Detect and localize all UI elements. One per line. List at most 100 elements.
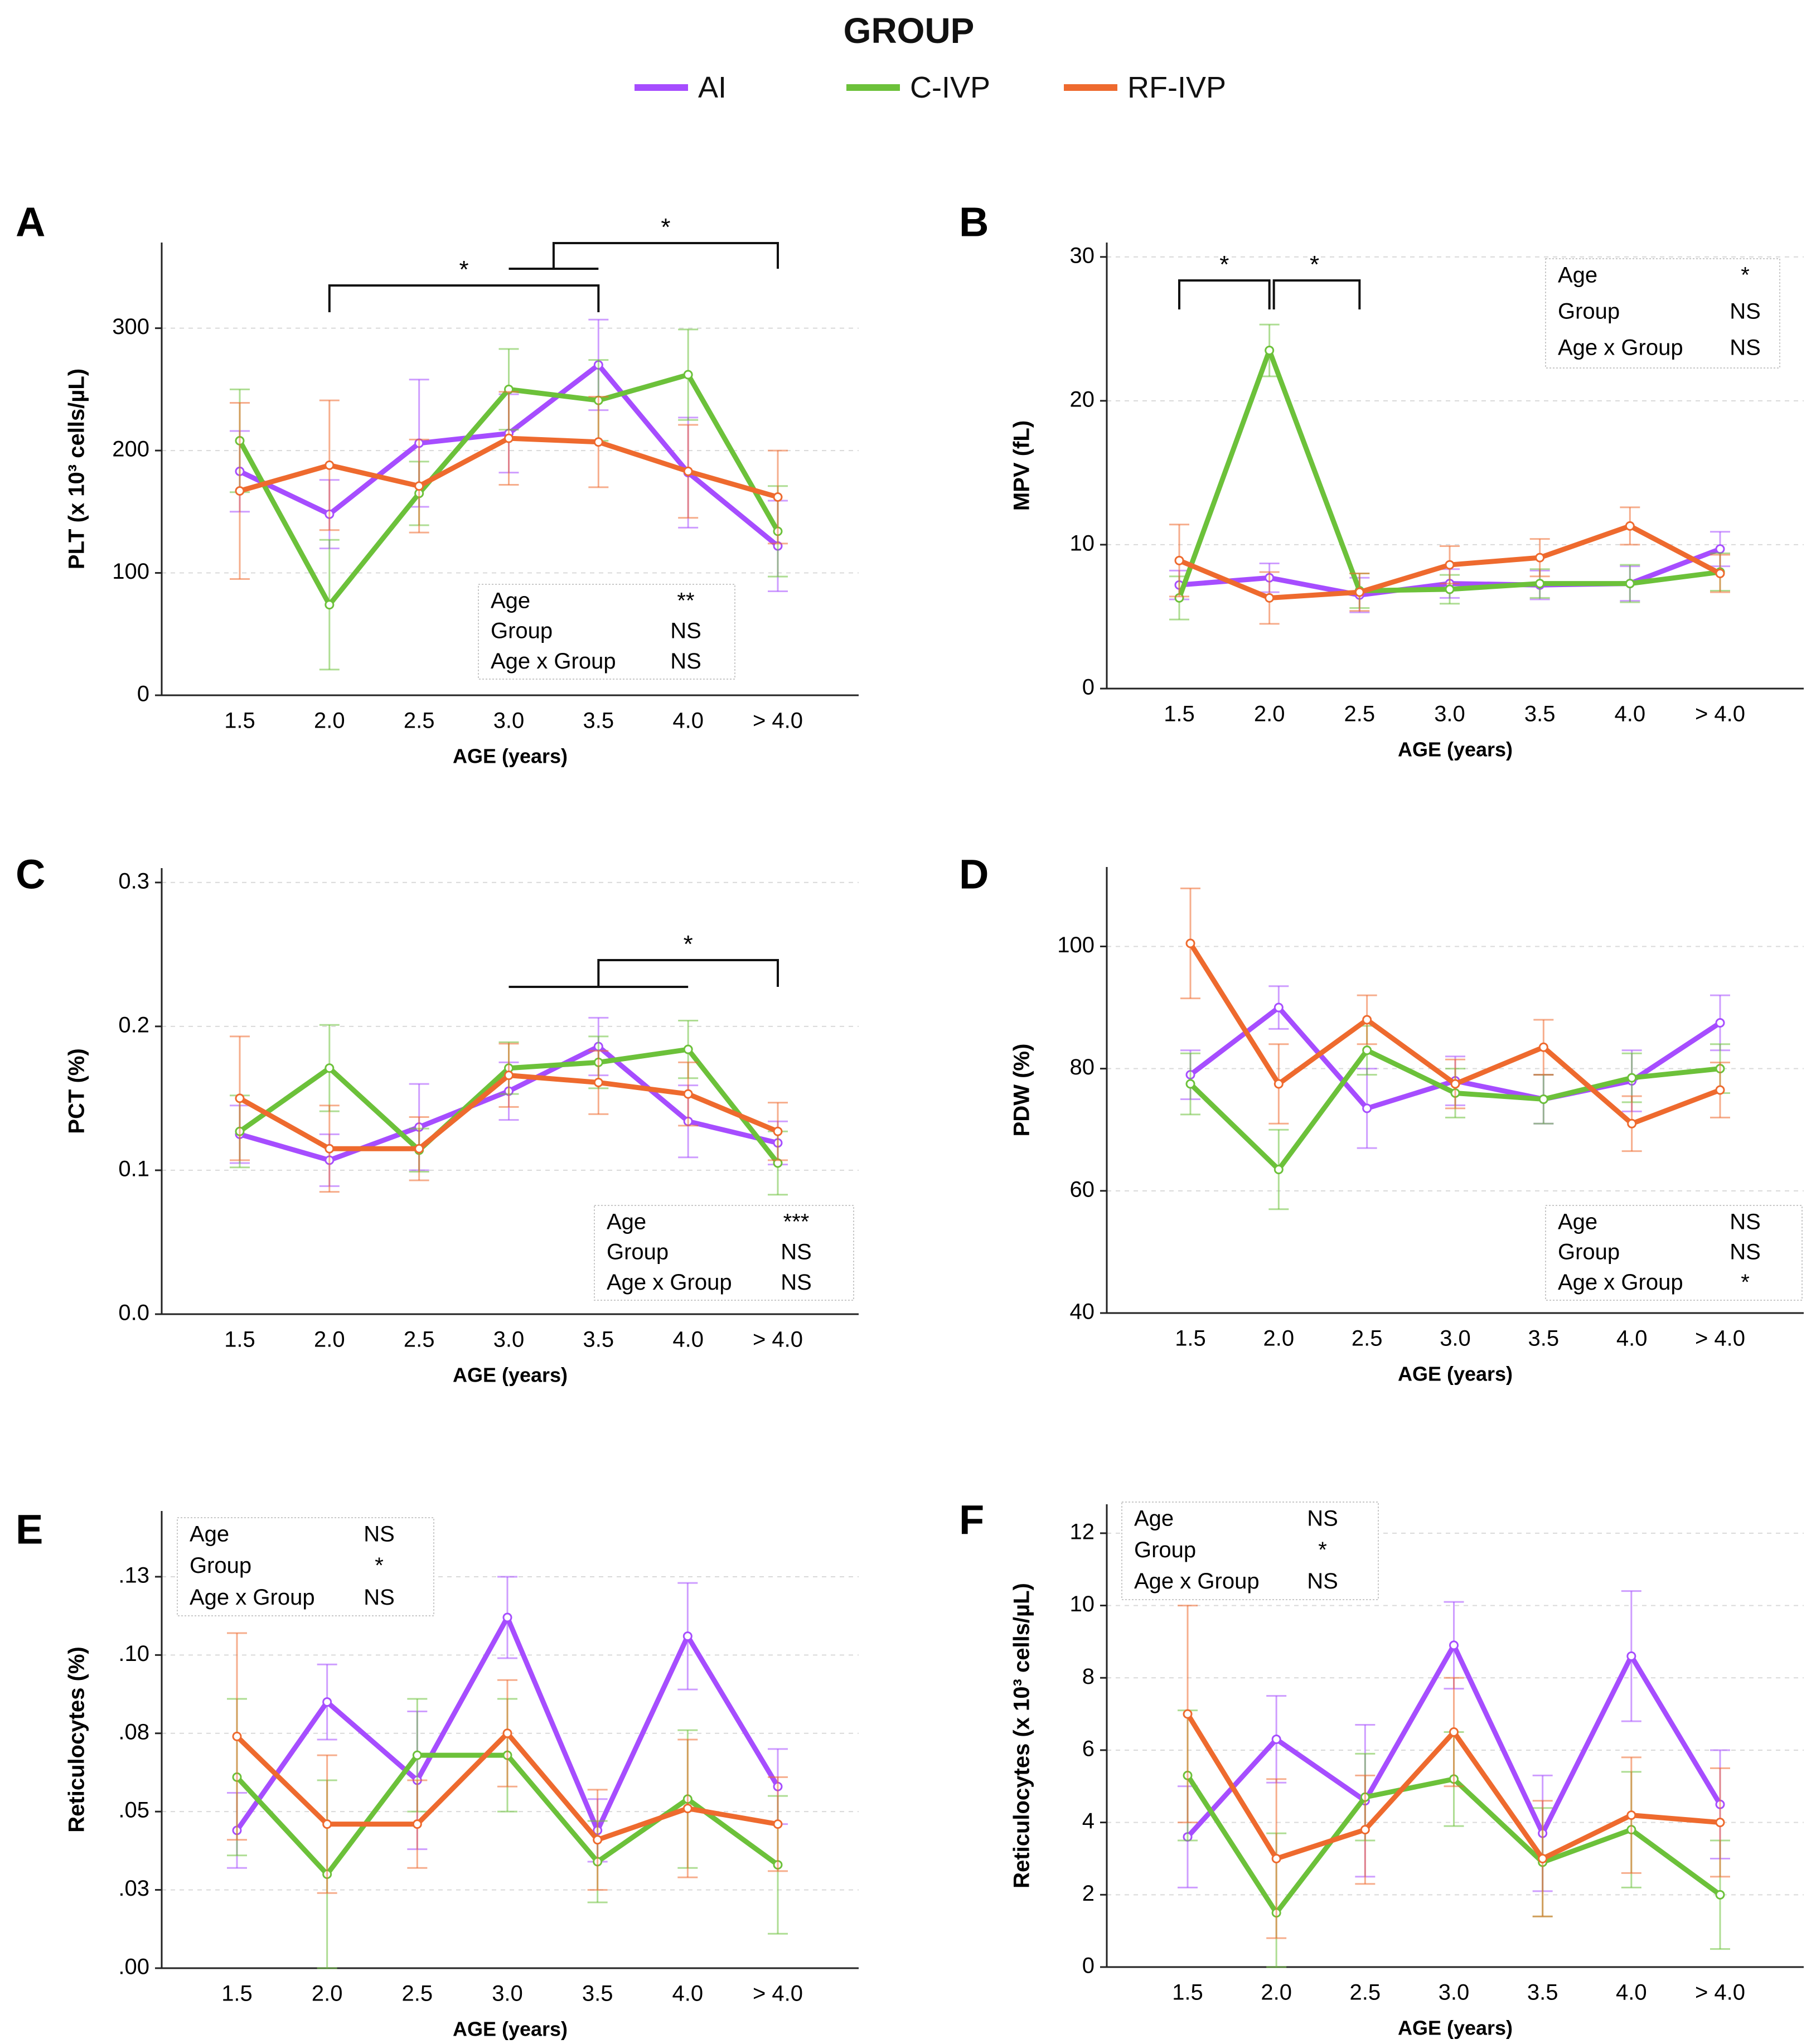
series-rf-ivp (230, 391, 788, 580)
stats-label: Age (491, 589, 530, 613)
y-tick-label: 40 (1070, 1300, 1095, 1324)
x-tick-label: 4.0 (1616, 1980, 1647, 2005)
stats-box: Age NS Group * Age x Group NS (1121, 1501, 1379, 1600)
data-point (773, 492, 783, 502)
x-tick-label: 4.0 (672, 709, 704, 733)
stats-label: Group (1134, 1538, 1196, 1562)
legend-title: GROUP (843, 11, 975, 51)
data-point (325, 460, 335, 470)
data-point (1271, 1734, 1281, 1744)
x-tick-label: 3.5 (582, 1982, 613, 2006)
stats-label: Age x Group (190, 1585, 315, 1610)
x-tick-label: 2.5 (1350, 1980, 1381, 2005)
data-point (1273, 1079, 1284, 1089)
panel-label-e: E (16, 1507, 43, 1553)
data-point (683, 1089, 693, 1099)
legend-label-rf-ivp: RF-IVP (1127, 71, 1227, 104)
data-point (1627, 1073, 1637, 1083)
data-point (325, 1063, 335, 1073)
x-tick-label: 1.5 (221, 1982, 253, 2006)
y-tick-label: 0.0 (118, 1301, 149, 1325)
stats-label: Age x Group (491, 649, 616, 674)
stats-label: Group (607, 1240, 669, 1265)
x-tick-label: 1.5 (1164, 702, 1195, 726)
x-axis-title: AGE (years) (1398, 2017, 1513, 2040)
data-point (412, 1819, 422, 1829)
y-tick-label: 0 (137, 682, 149, 706)
panel-label-b: B (959, 199, 989, 245)
x-tick-label: 3.0 (492, 1982, 523, 2006)
legend-swatch-ai (635, 84, 688, 91)
data-point (1626, 1651, 1636, 1661)
x-axis-title: AGE (years) (1398, 738, 1513, 761)
panel-label-d: D (959, 851, 989, 898)
stats-value: NS (670, 619, 701, 643)
x-axis-title: AGE (years) (453, 2018, 568, 2041)
stats-box: Age NS Group NS Age x Group * (1545, 1205, 1803, 1301)
data-point (1445, 584, 1455, 594)
x-tick-label: 2.0 (314, 709, 345, 733)
series-rf-ivp (230, 1035, 788, 1193)
panel-label-a: A (16, 199, 45, 245)
legend-item-ai: AI (635, 68, 727, 107)
x-tick-label: 2.5 (404, 1328, 435, 1352)
series-rf-ivp (1180, 887, 1730, 1152)
data-point (1271, 1853, 1281, 1863)
bracket-line (1272, 279, 1361, 309)
data-point (1174, 555, 1184, 565)
x-tick-label: > 4.0 (753, 1328, 803, 1352)
x-tick-label: 4.0 (672, 1982, 704, 2006)
data-point (1449, 1727, 1459, 1737)
significance-star: * (1219, 251, 1229, 278)
data-point (683, 1044, 693, 1054)
stats-value: NS (1307, 1507, 1338, 1531)
data-point (1273, 1002, 1284, 1013)
panel-f: F 0 2 4 6 8 10 12 1.5 2.0 2.5 3.0 3.5 4.0 > 4.0 AGE (ye… (959, 1497, 1804, 2040)
x-tick-label: 3.5 (583, 1328, 614, 1352)
data-point (1354, 587, 1364, 597)
stats-label: Age x Group (1134, 1569, 1260, 1593)
y-tick-label: 4 (1082, 1809, 1095, 1833)
y-tick-label: 8 (1082, 1664, 1095, 1689)
y-axis-title: PCT (%) (65, 1048, 89, 1134)
data-point (1625, 521, 1635, 531)
data-point (1625, 579, 1635, 589)
x-tick-label: 3.5 (583, 709, 614, 733)
significance-star: * (684, 931, 693, 958)
bracket-line (328, 284, 600, 312)
series-rf-ivp (1178, 1605, 1730, 1939)
data-point (593, 437, 603, 447)
y-tick-label: 6 (1082, 1737, 1095, 1761)
data-point (682, 1804, 692, 1814)
y-tick-label: 0.1 (118, 1156, 149, 1181)
panel-c: C 0.0 0.1 0.2 0.3 1.5 2.0 2.5 3.0 3.5 4.0 > 4.0 AGE … (16, 851, 859, 1387)
x-tick-label: 3.5 (1524, 702, 1556, 726)
y-axis-title: PDW (%) (1010, 1044, 1034, 1137)
data-point (412, 1750, 422, 1760)
data-point (1450, 1079, 1460, 1089)
x-tick-label: 2.5 (404, 709, 435, 733)
legend-swatch-rf-ivp (1064, 84, 1117, 91)
significance-bracket: * (328, 256, 600, 312)
data-point (593, 1835, 603, 1845)
y-tick-label: .00 (118, 1955, 149, 1979)
x-tick-label: 3.5 (1528, 1326, 1560, 1351)
stats-value: NS (1307, 1569, 1338, 1593)
stats-value: NS (1730, 336, 1761, 360)
bracket-line (597, 959, 779, 987)
y-tick-label: 0 (1082, 675, 1095, 700)
data-point (1715, 1018, 1725, 1028)
data-point (322, 1697, 332, 1707)
y-tick-label: 60 (1070, 1177, 1095, 1202)
y-tick-label: .03 (118, 1876, 149, 1901)
stats-box: Age NS Group * Age x Group NS (177, 1517, 434, 1616)
data-point (1362, 1045, 1372, 1055)
x-tick-label: > 4.0 (1695, 702, 1745, 726)
data-point (1715, 1890, 1725, 1900)
x-tick-label: > 4.0 (753, 1982, 803, 2006)
significance-star: * (661, 214, 670, 241)
y-tick-label: 100 (1057, 933, 1095, 957)
stats-value: NS (1730, 299, 1761, 324)
stats-label: Age (1134, 1507, 1174, 1531)
panel-b: B 0 10 20 30 1.5 2.0 2.5 3.0 3.5 4.0 > 4.0 AGE (year… (959, 199, 1804, 761)
